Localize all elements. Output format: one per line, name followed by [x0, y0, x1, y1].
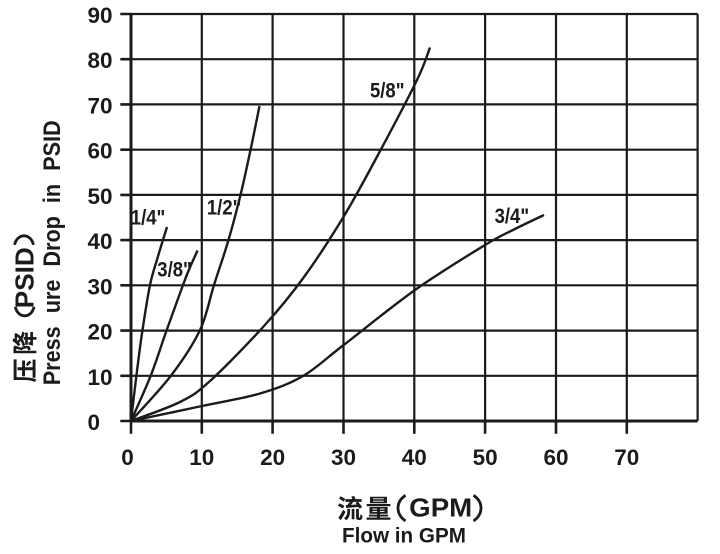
svg-text:50: 50 [88, 184, 113, 209]
svg-text:PSID: PSID [9, 247, 39, 308]
svg-text:0: 0 [121, 445, 134, 470]
svg-text:30: 30 [331, 445, 356, 470]
svg-text:Press ure Drop in PSID: Press ure Drop in PSID [39, 120, 66, 385]
svg-text:70: 70 [88, 93, 113, 118]
svg-text:40: 40 [402, 445, 427, 470]
svg-text:70: 70 [614, 445, 639, 470]
svg-text:GPM: GPM [409, 493, 472, 523]
svg-text:3/8": 3/8" [157, 259, 192, 282]
svg-text:5/8": 5/8" [370, 80, 405, 103]
svg-text:10: 10 [88, 365, 113, 390]
svg-text:10: 10 [189, 445, 214, 470]
svg-text:90: 90 [88, 3, 113, 28]
svg-text:50: 50 [473, 445, 498, 470]
svg-text:3/4": 3/4" [495, 205, 529, 228]
svg-text:0: 0 [88, 410, 101, 435]
svg-text:1/2": 1/2" [207, 197, 242, 220]
svg-text:30: 30 [88, 274, 113, 299]
svg-text:Flow in GPM: Flow in GPM [342, 525, 466, 548]
svg-text:60: 60 [88, 139, 113, 164]
svg-text:20: 20 [88, 320, 113, 345]
svg-text:80: 80 [88, 48, 113, 73]
svg-text:60: 60 [543, 445, 568, 470]
svg-text:1/4": 1/4" [131, 207, 166, 230]
svg-text:40: 40 [88, 229, 113, 254]
svg-text:20: 20 [260, 445, 285, 470]
